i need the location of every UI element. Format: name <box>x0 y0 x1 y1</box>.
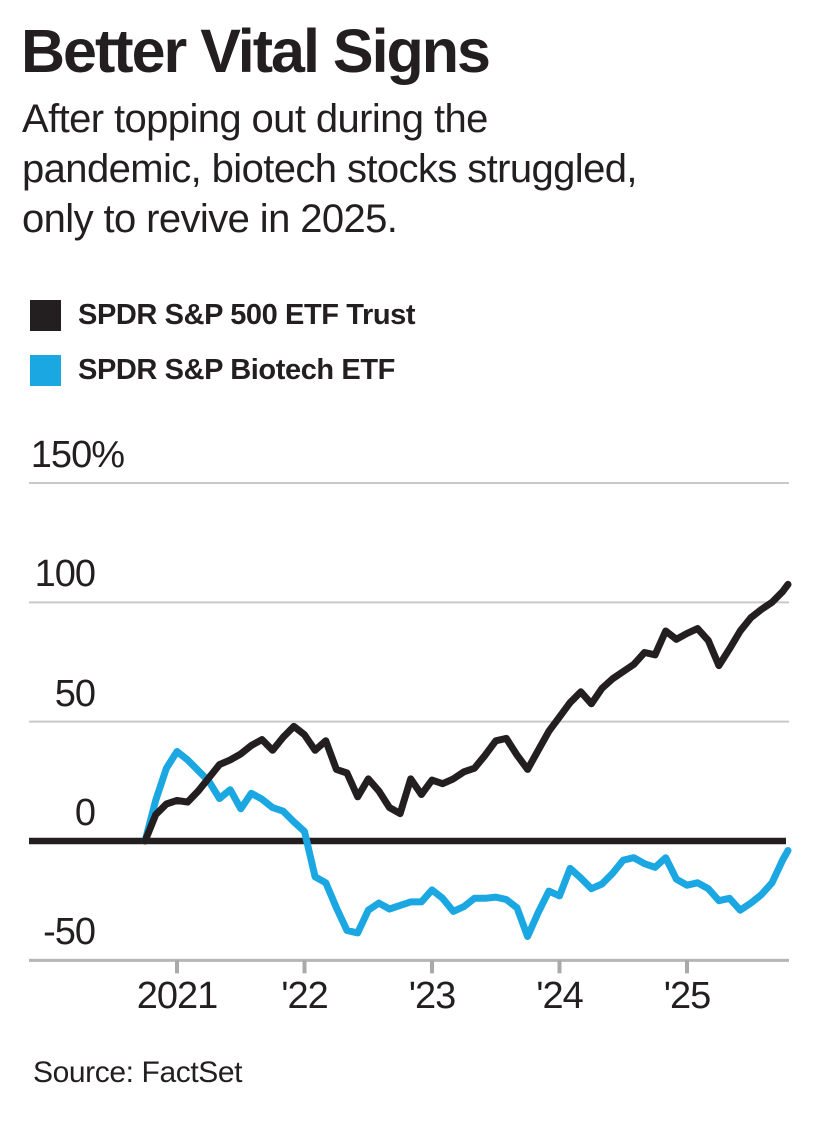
y-tick-label-0: 0 <box>74 792 96 834</box>
chart-legend: SPDR S&P 500 ETF Trust SPDR S&P Biotech … <box>30 299 416 410</box>
biotech-line <box>141 748 792 940</box>
legend-item-biotech: SPDR S&P Biotech ETF <box>30 354 415 386</box>
subtitle-line-3: only to revive in 2025. <box>22 197 398 241</box>
sp500-swatch-icon <box>30 300 61 331</box>
legend-item-sp500: SPDR S&P 500 ETF Trust <box>30 299 416 331</box>
sp500-line <box>141 580 792 845</box>
page-title: Better Vital Signs <box>21 17 491 85</box>
subtitle-line-1: After topping out during the <box>22 97 488 141</box>
y-tick-label-50: 50 <box>54 672 96 715</box>
x-tick-label-22: '22 <box>281 975 329 1017</box>
subtitle-line-2: pandemic, biotech stocks struggled, <box>22 147 638 191</box>
biotech-swatch-icon <box>30 355 61 386</box>
legend-label-biotech: SPDR S&P Biotech ETF <box>78 354 395 386</box>
source-note: Source: FactSet <box>33 1056 243 1089</box>
chart-subtitle: After topping out during the pandemic, b… <box>22 94 638 244</box>
x-tick-label-23: '23 <box>408 975 457 1017</box>
y-tick-label--50: -50 <box>43 911 96 954</box>
y-tick-label-100: 100 <box>34 553 96 596</box>
x-tick-label-25: '25 <box>663 975 712 1017</box>
legend-label-sp500: SPDR S&P 500 ETF Trust <box>78 299 416 331</box>
x-tick-label-24: '24 <box>536 975 584 1017</box>
x-tick-label-2021: 2021 <box>136 975 219 1017</box>
y-tick-label-150: 150% <box>30 433 125 476</box>
